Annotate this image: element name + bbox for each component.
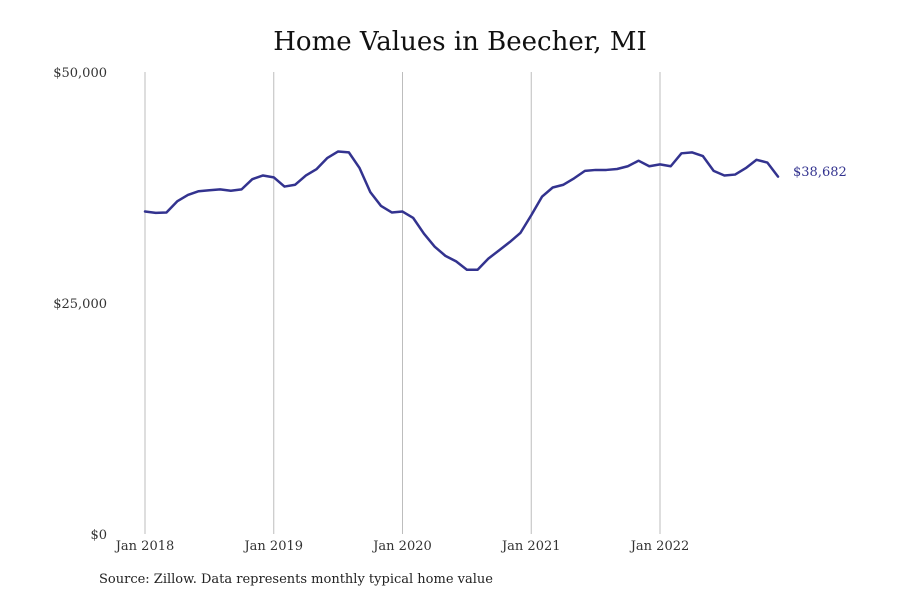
chart-title: Home Values in Beecher, MI [273,27,647,57]
y-tick-label: $50,000 [53,66,107,81]
y-tick-label: $0 [90,528,107,543]
latest-value-label: $38,682 [793,165,847,180]
x-tick-label: Jan 2021 [500,539,561,554]
x-tick-label: Jan 2020 [371,539,432,554]
x-tick-label: Jan 2019 [242,539,303,554]
x-axis-tick-labels: Jan 2018 Jan 2019 Jan 2020 Jan 2021 Jan 2022 [114,539,690,554]
x-tick-label: Jan 2022 [629,539,690,554]
source-note: Source: Zillow. Data represents monthly … [99,572,493,587]
vertical-gridlines [144,72,661,534]
y-tick-label: $25,000 [53,297,107,312]
x-tick-label: Jan 2018 [114,539,175,554]
home-value-line [143,150,780,271]
y-axis-tick-labels: $0 $25,000 $50,000 [53,66,107,543]
